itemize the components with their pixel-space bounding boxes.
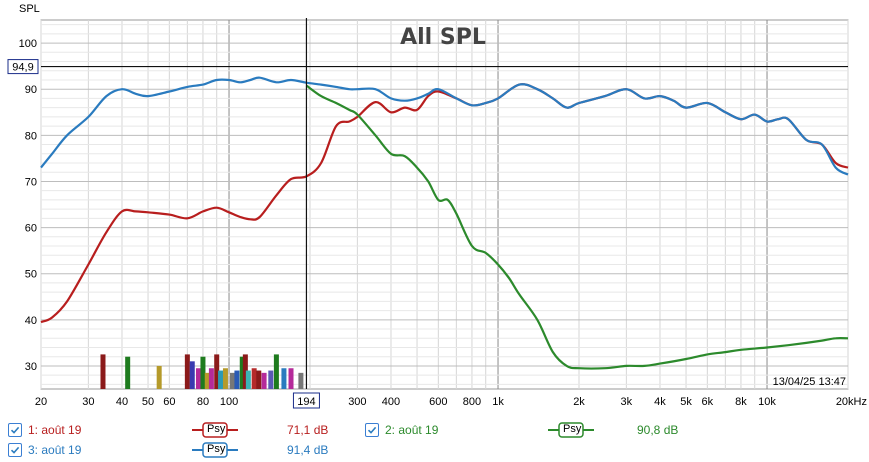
x-tick-label: 2k bbox=[573, 396, 585, 408]
y-tick-label: 90 bbox=[25, 84, 37, 96]
x-tick-label: 4k bbox=[654, 396, 666, 408]
marker-bar bbox=[100, 354, 106, 389]
x-tick-label: 20 bbox=[35, 396, 47, 408]
x-tick-label: 1k bbox=[492, 396, 504, 408]
psy-label-2: Psy bbox=[563, 423, 582, 435]
x-tick-label: 3k bbox=[621, 396, 633, 408]
grid bbox=[40, 20, 849, 389]
y-tick-label: 40 bbox=[25, 315, 37, 327]
marker-bar bbox=[229, 372, 235, 389]
legend-label-1: 1: août 19 bbox=[28, 423, 82, 437]
x-tick-label: 6k bbox=[702, 396, 714, 408]
marker-bar bbox=[234, 370, 240, 389]
y-tick-label: 60 bbox=[25, 223, 37, 235]
marker-bar bbox=[298, 372, 304, 389]
marker-bar bbox=[256, 370, 262, 389]
legend-value-3: 91,4 dB bbox=[287, 441, 328, 459]
cursor-x-label: 194 bbox=[297, 396, 315, 408]
marker-bars bbox=[100, 354, 304, 389]
marker-bar bbox=[242, 354, 248, 389]
y-tick-label: 70 bbox=[25, 176, 37, 188]
marker-bar bbox=[156, 365, 162, 389]
legend-psy-2[interactable]: Psy bbox=[548, 421, 594, 439]
series-lines bbox=[40, 76, 849, 370]
x-tick-label: 100 bbox=[220, 396, 238, 408]
x-tick-label: 5k bbox=[680, 396, 692, 408]
checkbox-series-2[interactable] bbox=[365, 423, 379, 437]
x-tick-label: 30 bbox=[82, 396, 94, 408]
marker-bar bbox=[204, 372, 210, 389]
x-tick-label: 300 bbox=[348, 396, 366, 408]
marker-bar bbox=[288, 368, 294, 389]
marker-bar bbox=[184, 354, 190, 389]
x-tick-label: 50 bbox=[142, 396, 154, 408]
cursor-x-box bbox=[292, 392, 320, 409]
legend-item-1: 1: août 19 bbox=[8, 421, 81, 439]
x-tick-label: 800 bbox=[463, 396, 481, 408]
x-tick-label: 40 bbox=[116, 396, 128, 408]
axis-labels: 30 40 50 60 70 80 90 100 94,9 20 30 40 50 60 80 100 194 3… bbox=[7, 38, 867, 409]
marker-bar bbox=[200, 356, 206, 389]
x-tick-label: 80 bbox=[197, 396, 209, 408]
x-tick-label: 400 bbox=[382, 396, 400, 408]
legend-psy-1[interactable]: Psy bbox=[192, 421, 238, 439]
plot-area bbox=[40, 19, 849, 390]
series-line-2 bbox=[305, 84, 849, 370]
x-tick-label: 600 bbox=[429, 396, 447, 408]
cursor-y-box bbox=[7, 59, 39, 75]
series-line-3 bbox=[40, 76, 849, 176]
x-tick-label: 60 bbox=[163, 396, 175, 408]
marker-bar bbox=[189, 361, 195, 389]
cursor-y-label: 94,9 bbox=[12, 62, 33, 74]
marker-bar bbox=[208, 368, 214, 389]
legend-item-2: 2: août 19 bbox=[365, 421, 438, 439]
value-series-3: 91,4 dB bbox=[287, 443, 329, 457]
value-series-2: 90,8 dB bbox=[637, 423, 679, 437]
legend-value-2: 90,8 dB bbox=[637, 421, 678, 439]
cursor[interactable] bbox=[41, 18, 848, 389]
y-axis-label: SPL bbox=[19, 3, 40, 15]
timestamp: 13/04/25 13:47 bbox=[773, 376, 846, 388]
legend-psy-3[interactable]: Psy bbox=[192, 441, 238, 459]
marker-bar bbox=[239, 356, 245, 389]
checkbox-series-3[interactable] bbox=[8, 443, 22, 457]
legend-label-3: 3: août 19 bbox=[28, 443, 82, 457]
checkbox-series-1[interactable] bbox=[8, 423, 22, 437]
spl-chart[interactable]: 30 40 50 60 70 80 90 100 94,9 20 30 40 50 60 80 100 194 3… bbox=[0, 0, 869, 415]
x-tick-label: 10k bbox=[758, 396, 776, 408]
marker-bar bbox=[125, 356, 131, 389]
psy-label-3: Psy bbox=[207, 443, 226, 455]
x-tick-label: 20kHz bbox=[836, 396, 867, 408]
psy-label-1: Psy bbox=[207, 423, 226, 435]
legend-item-3: 3: août 19 bbox=[8, 441, 81, 459]
y-tick-label: 100 bbox=[19, 38, 37, 50]
y-tick-label: 50 bbox=[25, 269, 37, 281]
marker-bar bbox=[195, 368, 201, 389]
marker-bar bbox=[245, 370, 251, 389]
y-tick-label: 80 bbox=[25, 130, 37, 142]
marker-bar bbox=[214, 354, 220, 389]
marker-bar bbox=[268, 370, 274, 389]
legend-value-1: 71,1 dB bbox=[287, 421, 328, 439]
marker-bar bbox=[261, 372, 267, 389]
marker-bar bbox=[281, 368, 287, 389]
x-tick-label: 8k bbox=[735, 396, 747, 408]
marker-bar bbox=[273, 354, 279, 389]
marker-bar bbox=[222, 368, 228, 389]
marker-bar bbox=[218, 370, 224, 389]
legend-label-2: 2: août 19 bbox=[385, 423, 439, 437]
chart-title: All SPL bbox=[400, 25, 486, 50]
marker-bar bbox=[251, 368, 257, 389]
y-tick-label: 30 bbox=[25, 361, 37, 373]
value-series-1: 71,1 dB bbox=[287, 423, 329, 437]
